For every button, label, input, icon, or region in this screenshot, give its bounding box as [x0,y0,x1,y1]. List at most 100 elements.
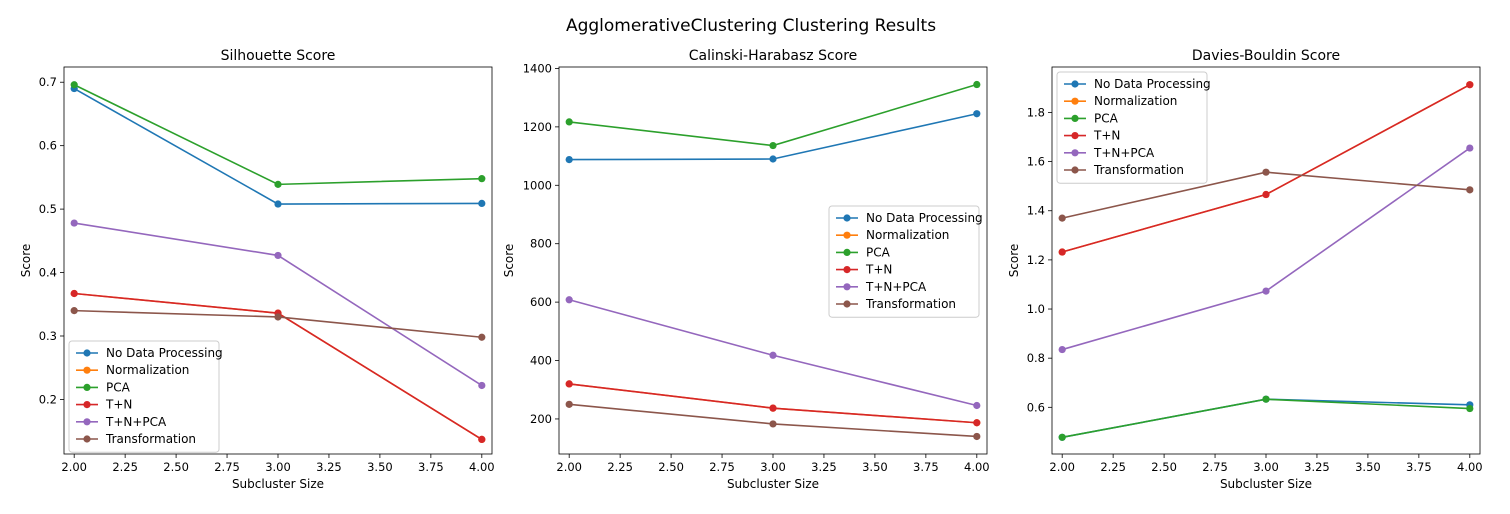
data-point [1466,186,1474,194]
data-point [973,401,981,410]
legend-swatch-marker [1071,166,1079,174]
y-tick-label: 1.0 [1027,302,1045,316]
x-tick-label: 3.50 [1355,460,1381,474]
y-tick-label: 1.8 [1027,105,1045,119]
data-point [478,175,486,183]
data-point [1466,144,1474,152]
legend-swatch-marker [83,349,91,357]
subplot-2: Calinski-Harabasz Score 2.00 2.25 2.50 2.75 3… [502,48,990,491]
legend-label: Normalization [106,363,189,377]
legend-label: Transformation [105,432,196,446]
y-axis-label: Score [1007,244,1021,278]
legend-box [1056,71,1208,184]
data-point [70,219,78,227]
legend-label: T+N+PCA [1093,146,1155,160]
data-point [1262,395,1270,403]
x-axis-label: Subcluster Size [1220,477,1312,491]
legend-label: Normalization [866,228,949,242]
data-point [1466,81,1474,89]
legend-label: PCA [106,380,131,394]
legend-swatch-marker [843,266,851,274]
data-point [973,432,981,441]
data-point [973,110,981,118]
legend-label: T+N [1093,129,1120,143]
x-tick-label: 4.00 [469,460,495,474]
x-tick-label: 3.50 [367,460,393,474]
legend: No Data Processing Normalization PCA T+N T+N… [1056,71,1211,184]
y-tick-label: 1000 [523,178,552,192]
data-point [769,404,777,412]
data-point [1262,287,1270,295]
y-tick-label: 1.2 [1027,253,1045,267]
series-line-no-data-processing [1062,398,1470,439]
legend-label: PCA [866,245,891,259]
series-line-pca [1062,398,1470,439]
legend-box [828,205,980,318]
data-point [478,199,486,208]
x-axis-label: Subcluster Size [727,477,819,491]
legend-swatch-marker [843,248,851,256]
legend-label: Normalization [1094,94,1177,108]
legend-swatch-marker [83,418,91,426]
y-tick-label: 1.4 [1027,204,1045,218]
x-tick-label: 3.25 [1304,460,1330,474]
data-point [70,81,78,89]
series-line-pca [73,84,482,186]
x-tick-label: 2.75 [709,460,735,474]
legend: No Data Processing Normalization PCA T+N T+N… [828,205,983,318]
data-point [1466,404,1474,413]
legend-swatch-marker [83,435,91,443]
data-point [274,251,282,260]
x-tick-label: 2.75 [1202,460,1228,474]
y-tick-label: 1.6 [1027,155,1045,169]
x-axis-label: Subcluster Size [232,477,324,491]
x-tick-label: 4.00 [964,460,990,474]
data-point [1058,248,1066,256]
x-tick-label: 3.75 [418,460,444,474]
legend-label: No Data Processing [1094,77,1211,91]
y-tick-label: 0.8 [1027,351,1045,365]
x-tick-label: 2.25 [112,460,138,474]
legend-swatch-marker [1071,114,1079,122]
legend-swatch-marker [83,383,91,391]
data-point [478,333,486,341]
data-point [274,180,282,188]
y-tick-label: 0.6 [39,139,57,153]
data-point [1058,214,1066,222]
data-point [565,380,573,388]
x-tick-label: 3.00 [1253,460,1279,474]
y-axis-label: Score [19,244,33,278]
legend-swatch-marker [843,300,851,308]
x-tick-label: 2.00 [61,460,87,474]
legend-label: No Data Processing [866,211,983,225]
x-tick-label: 2.50 [163,460,189,474]
data-point [565,118,573,126]
data-point [769,155,777,163]
x-tick-label: 3.75 [1406,460,1432,474]
legend-swatch-marker [843,231,851,239]
data-point [1058,345,1066,354]
x-tick-label: 2.25 [1100,460,1126,474]
data-point [274,313,282,321]
data-point [769,351,777,359]
y-tick-label: 600 [530,295,552,309]
x-tick-label: 4.00 [1457,460,1483,474]
data-point [973,419,981,427]
y-tick-label: 0.5 [39,202,57,216]
x-tick-label: 3.00 [760,460,786,474]
y-axis-label: Score [502,244,516,278]
legend: No Data Processing Normalization PCA T+N T+N… [68,340,223,453]
legend-swatch-marker [83,366,91,374]
plot-frame [63,66,493,455]
data-point [274,200,282,208]
legend-label: T+N [865,263,892,277]
y-tick-label: 0.4 [39,266,57,280]
legend-label: Transformation [1093,163,1184,177]
y-tick-label: 1200 [523,120,552,134]
legend-label: T+N+PCA [865,280,927,294]
data-point [565,296,573,304]
x-tick-label: 3.75 [913,460,939,474]
y-tick-label: 0.2 [39,392,57,406]
data-point [973,80,981,89]
x-tick-label: 2.50 [1151,460,1177,474]
